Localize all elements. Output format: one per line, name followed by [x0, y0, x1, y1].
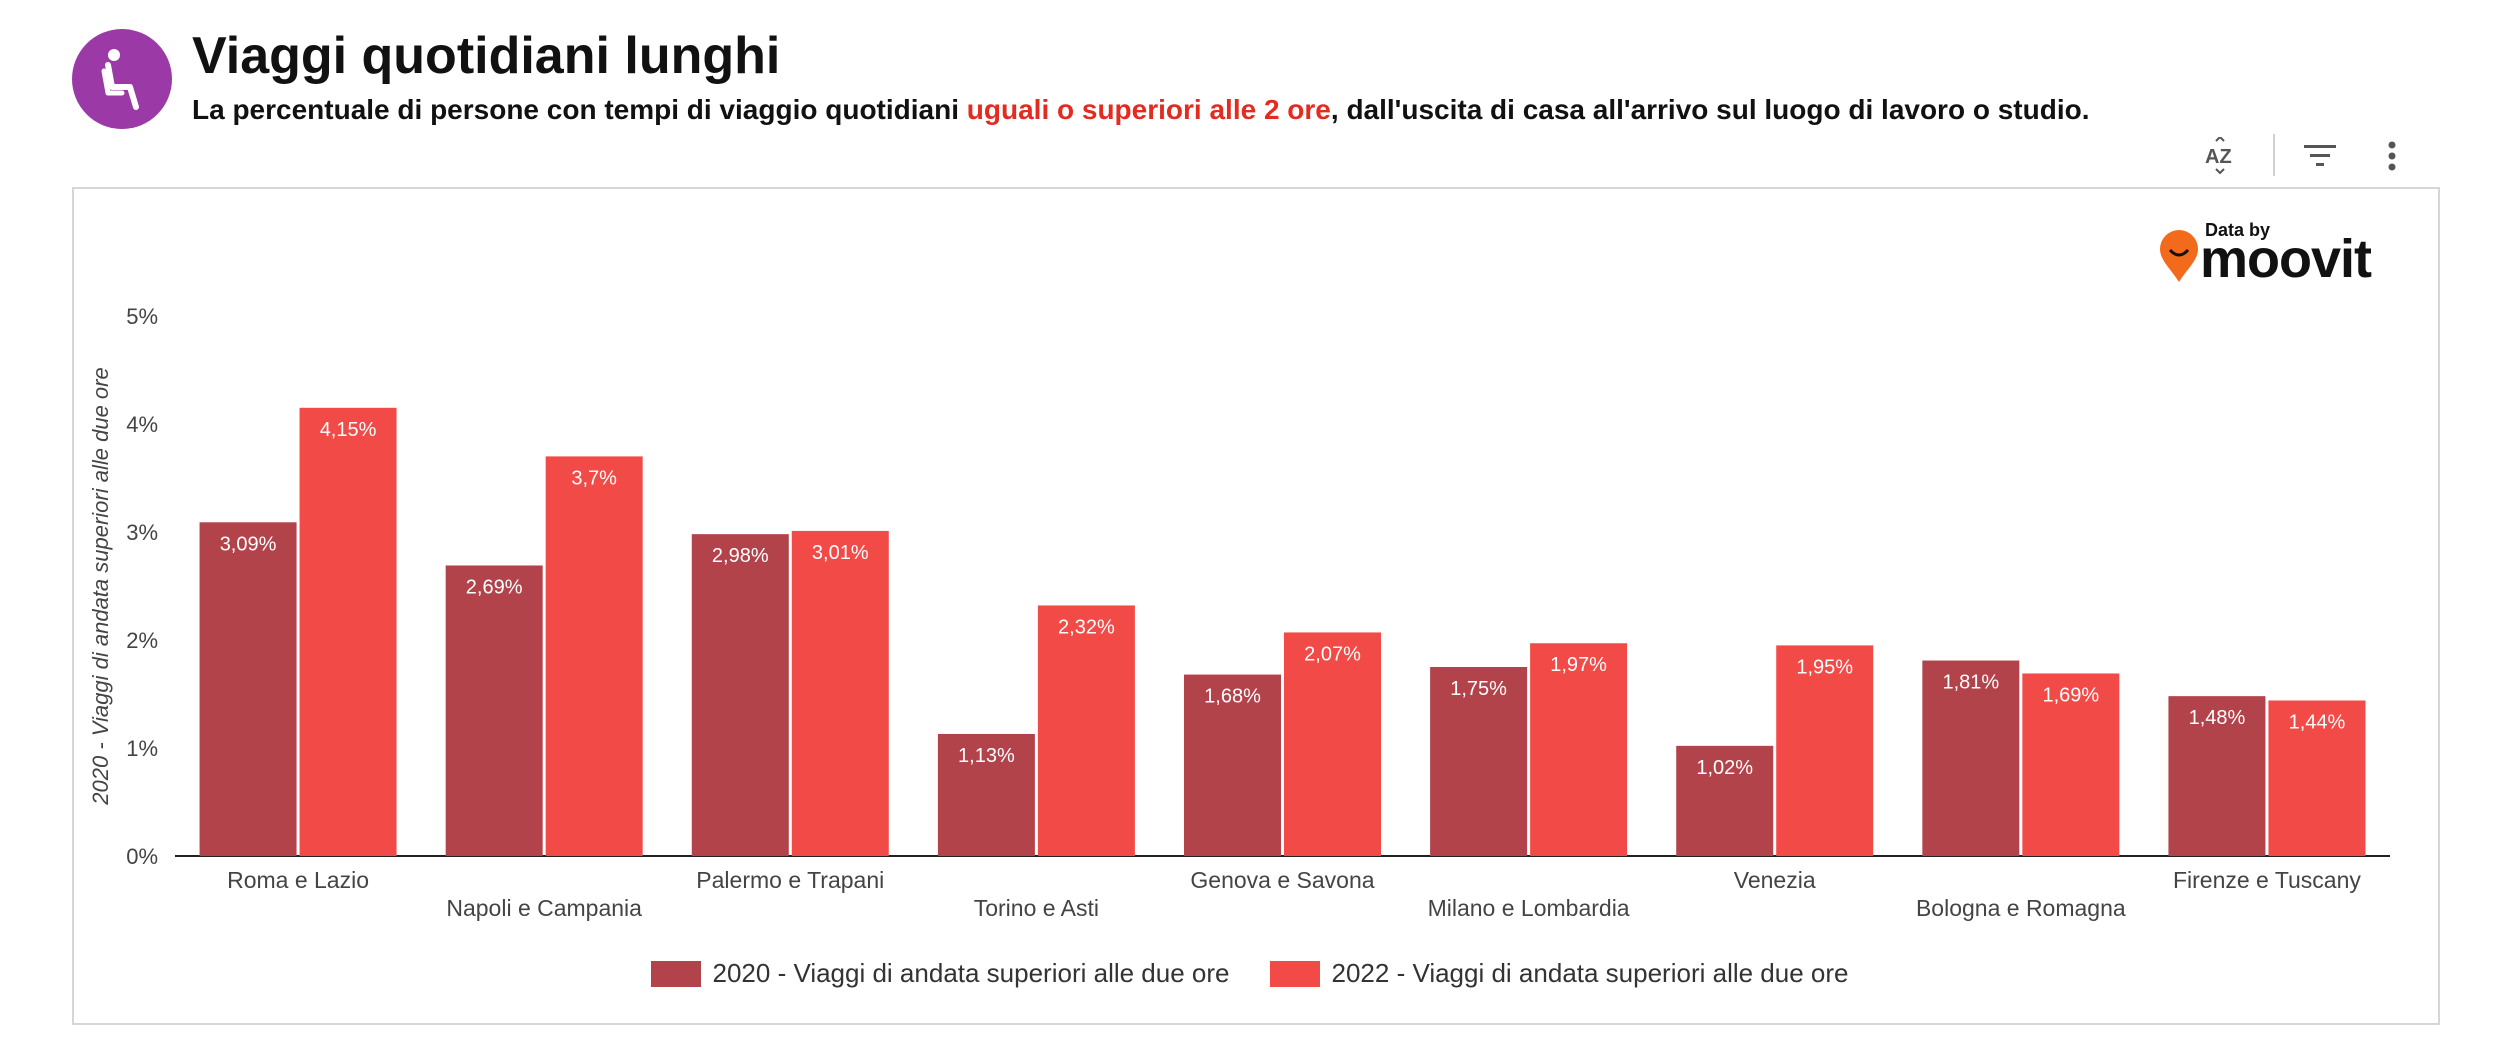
- bar-2022: [1284, 632, 1381, 856]
- chart-frame: [72, 187, 2440, 1025]
- data-label: 1,48%: [2189, 707, 2246, 729]
- data-label: 1,97%: [1550, 654, 1607, 676]
- bar-2020: [1922, 660, 2020, 856]
- y-axis-label: 2020 - Viaggi di andata superiori alle d…: [88, 367, 113, 805]
- toolbar-divider: [2273, 134, 2275, 176]
- data-label: 2,98%: [712, 545, 769, 567]
- data-label: 3,01%: [812, 542, 869, 564]
- bar-2020: [1676, 745, 1774, 856]
- x-tick-label: Milano e Lombardia: [1428, 895, 1630, 921]
- y-tick-label: 5%: [126, 304, 158, 329]
- data-label: 1,13%: [958, 745, 1015, 767]
- data-label: 1,81%: [1942, 672, 1999, 694]
- legend-label-2022: 2022 - Viaggi di andata superiori alle d…: [1331, 958, 1849, 988]
- data-label: 1,02%: [1696, 757, 1753, 779]
- location-pin-icon: [2160, 230, 2198, 282]
- y-tick-label: 4%: [126, 412, 158, 437]
- bar-2022: [1776, 645, 1874, 856]
- subtitle-highlight: uguali o superiori alle 2 ore: [966, 94, 1331, 125]
- subtitle-text-end: , dall'uscita di casa all'arrivo sul luo…: [1330, 94, 2090, 125]
- bar-2020: [2168, 696, 2266, 856]
- y-tick-label: 2%: [126, 628, 158, 653]
- chart-legend: 2020 - Viaggi di andata superiori alle d…: [0, 958, 2499, 989]
- moovit-logo: Data by moovit: [2160, 220, 2390, 290]
- x-tick-label: Venezia: [1734, 867, 1816, 893]
- legend-item-2020[interactable]: 2020 - Viaggi di andata superiori alle d…: [650, 958, 1230, 989]
- sort-az-icon[interactable]: AZ: [2200, 136, 2244, 176]
- bar-2022: [1037, 605, 1135, 856]
- legend-swatch-2020: [650, 960, 701, 987]
- legend-item-2022[interactable]: 2022 - Viaggi di andata superiori alle d…: [1269, 958, 1849, 989]
- legend-swatch-2022: [1269, 960, 1320, 987]
- x-tick-label: Napoli e Campania: [446, 895, 642, 921]
- bar-2020: [691, 534, 789, 856]
- bar-2020: [937, 733, 1035, 856]
- legend-label-2020: 2020 - Viaggi di andata superiori alle d…: [712, 958, 1230, 988]
- data-label: 1,95%: [1796, 656, 1853, 678]
- bar-2022: [791, 530, 889, 856]
- bar-2022: [2268, 700, 2366, 856]
- data-label: 2,07%: [1304, 643, 1361, 665]
- data-label: 1,69%: [2042, 684, 2099, 706]
- svg-text:AZ: AZ: [2205, 146, 2232, 168]
- x-tick-label: Firenze e Tuscany: [2173, 867, 2361, 893]
- y-tick-label: 3%: [126, 520, 158, 545]
- bar-2020: [1430, 667, 1528, 856]
- data-label: 2,32%: [1058, 616, 1115, 638]
- data-label: 1,75%: [1450, 678, 1507, 700]
- logo-prefix: Data by: [2205, 220, 2271, 240]
- bar-2020: [199, 522, 297, 856]
- logo-brand: moovit: [2200, 229, 2372, 289]
- subtitle-text: La percentuale di persone con tempi di v…: [192, 94, 967, 125]
- bar-2022: [299, 407, 397, 856]
- x-tick-label: Roma e Lazio: [227, 867, 369, 893]
- x-tick-label: Palermo e Trapani: [696, 867, 884, 893]
- data-label: 4,15%: [320, 419, 377, 441]
- x-tick-label: Torino e Asti: [974, 895, 1099, 921]
- data-label: 1,68%: [1204, 686, 1261, 708]
- data-label: 3,09%: [220, 533, 277, 555]
- bar-2020: [445, 565, 543, 856]
- x-tick-label: Bologna e Romagna: [1916, 895, 2126, 921]
- filter-icon[interactable]: [2298, 136, 2342, 176]
- bar-2022: [545, 456, 643, 856]
- seated-person-icon: [72, 29, 172, 129]
- page-subtitle: La percentuale di persone con tempi di v…: [192, 94, 2090, 126]
- bar-2022: [1530, 643, 1628, 856]
- more-vertical-icon[interactable]: [2370, 136, 2414, 176]
- bar-2022: [2022, 673, 2120, 856]
- y-tick-label: 1%: [126, 736, 158, 761]
- data-label: 3,7%: [571, 467, 617, 489]
- bar-2020: [1184, 674, 1281, 856]
- page-title: Viaggi quotidiani lunghi: [192, 27, 781, 85]
- data-label: 1,44%: [2289, 711, 2346, 733]
- x-tick-label: Genova e Savona: [1190, 867, 1374, 893]
- data-label: 2,69%: [466, 576, 523, 598]
- y-tick-label: 0%: [126, 844, 158, 869]
